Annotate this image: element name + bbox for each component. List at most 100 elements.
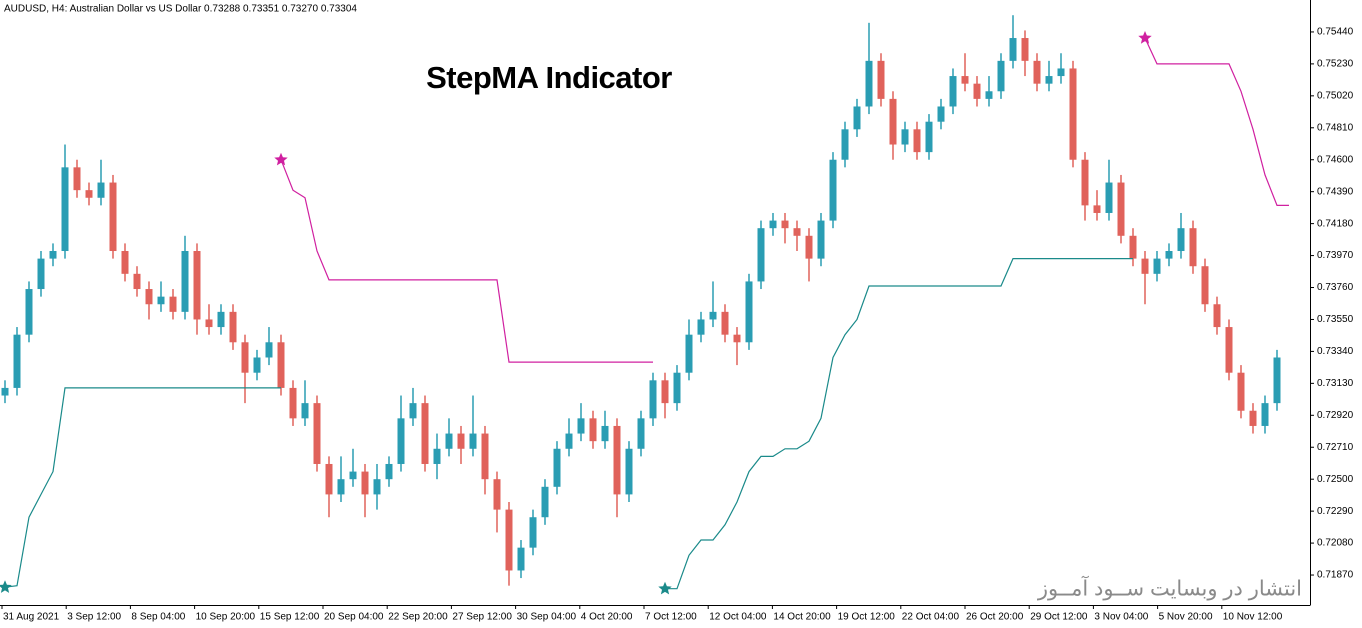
- y-tick-label: 0.75440: [1317, 27, 1354, 38]
- candle-body: [265, 342, 273, 358]
- y-tick-label: 0.72500: [1317, 474, 1354, 485]
- candle-body: [937, 106, 945, 122]
- candle-body: [769, 220, 777, 229]
- watermark: انتشار در وبسایت ســود آمــوز: [1037, 576, 1302, 601]
- x-tick-label: 12 Oct 04:00: [709, 612, 767, 623]
- candle-body: [1189, 228, 1197, 267]
- candle-body: [481, 433, 489, 480]
- x-tick-label: 4 Oct 20:00: [581, 612, 633, 623]
- candle-body: [1105, 182, 1113, 213]
- candle-body: [1, 387, 9, 396]
- candle-body: [889, 98, 897, 145]
- candle-body: [1225, 327, 1233, 373]
- y-tick-label: 0.74600: [1317, 154, 1354, 165]
- stepma-line: [280, 37, 1289, 363]
- candle-body: [697, 319, 705, 335]
- candle-body: [445, 433, 453, 449]
- candle-body: [565, 433, 573, 449]
- candle-body: [745, 281, 753, 343]
- x-tick-label: 15 Sep 12:00: [260, 612, 320, 623]
- candle-body: [1273, 357, 1281, 404]
- candle-body: [949, 76, 957, 107]
- x-tick-label: 31 Aug 2021: [3, 612, 60, 623]
- candle-body: [901, 129, 909, 145]
- candle-body: [709, 311, 717, 320]
- candle-body: [49, 251, 57, 259]
- signal-star: [658, 581, 672, 595]
- candle-body: [961, 76, 969, 84]
- x-tick-label: 10 Sep 20:00: [196, 612, 256, 623]
- x-tick-label: 5 Nov 20:00: [1159, 612, 1213, 623]
- candle-body: [277, 342, 285, 388]
- candle-body: [841, 129, 849, 160]
- candle-body: [1081, 159, 1089, 206]
- candle-body: [361, 471, 369, 495]
- candle-body: [457, 433, 465, 449]
- chart-title: StepMA Indicator: [426, 60, 672, 95]
- x-tick-label: 22 Sep 20:00: [388, 612, 448, 623]
- candle-body: [877, 60, 885, 99]
- candle-body: [529, 517, 537, 548]
- x-tick-label: 22 Oct 04:00: [902, 612, 960, 623]
- stepma-line: [4, 258, 1133, 590]
- candle-body: [553, 448, 561, 487]
- x-tick-label: 29 Oct 12:00: [1030, 612, 1088, 623]
- candle-body: [577, 418, 585, 434]
- candle-body: [1129, 235, 1137, 259]
- candle-body: [409, 403, 417, 419]
- candle-body: [1069, 68, 1077, 160]
- candle-body: [1213, 304, 1221, 328]
- y-tick-label: 0.73760: [1317, 282, 1354, 293]
- x-tick-label: 3 Sep 12:00: [67, 612, 121, 623]
- candle-body: [601, 425, 609, 442]
- candle-body: [541, 486, 549, 518]
- x-tick-label: 14 Oct 20:00: [773, 612, 831, 623]
- x-tick-label: 19 Oct 12:00: [838, 612, 896, 623]
- candle-body: [73, 167, 81, 191]
- candle-body: [1177, 228, 1185, 252]
- candle-body: [85, 190, 93, 198]
- candle-body: [181, 251, 189, 312]
- candle-body: [1261, 403, 1269, 426]
- candle-body: [649, 380, 657, 419]
- candle-body: [1237, 372, 1245, 411]
- candle-body: [13, 334, 21, 388]
- y-tick-label: 0.75020: [1317, 90, 1354, 101]
- candle-body: [337, 479, 345, 495]
- candle-body: [241, 342, 249, 373]
- candle-body: [793, 228, 801, 236]
- candle-body: [1033, 60, 1041, 84]
- candle-body: [61, 167, 69, 252]
- y-tick-label: 0.72080: [1317, 538, 1354, 549]
- candle-body: [973, 83, 981, 99]
- candle-body: [757, 228, 765, 282]
- candle-body: [673, 372, 681, 404]
- y-tick-label: 0.73550: [1317, 314, 1354, 325]
- y-tick-label: 0.74810: [1317, 122, 1354, 133]
- candle-body: [325, 463, 333, 495]
- candle-body: [1009, 38, 1017, 61]
- candle-body: [997, 60, 1005, 92]
- candle-body: [253, 357, 261, 373]
- candle-body: [1153, 258, 1161, 274]
- candle-body: [25, 289, 33, 335]
- candle-body: [37, 258, 45, 290]
- candle-body: [613, 425, 621, 495]
- candle-body: [97, 182, 105, 198]
- candle-body: [589, 418, 597, 442]
- candle-body: [817, 220, 825, 259]
- candle-body: [865, 60, 873, 107]
- candle-body: [421, 403, 429, 464]
- header: AUDUSD, H4: Australian Dollar vs US Doll…: [4, 4, 357, 15]
- candle-body: [433, 448, 441, 464]
- x-tick-label: 26 Oct 20:00: [966, 612, 1024, 623]
- y-tick-label: 0.73970: [1317, 250, 1354, 261]
- candle-body: [133, 273, 141, 290]
- y-tick-label: 0.74180: [1317, 218, 1354, 229]
- candle-body: [469, 433, 477, 449]
- candle-body: [985, 91, 993, 99]
- candle-body: [169, 296, 177, 312]
- x-tick-label: 30 Sep 04:00: [517, 612, 577, 623]
- candle-body: [1045, 76, 1053, 84]
- candle-body: [853, 106, 861, 130]
